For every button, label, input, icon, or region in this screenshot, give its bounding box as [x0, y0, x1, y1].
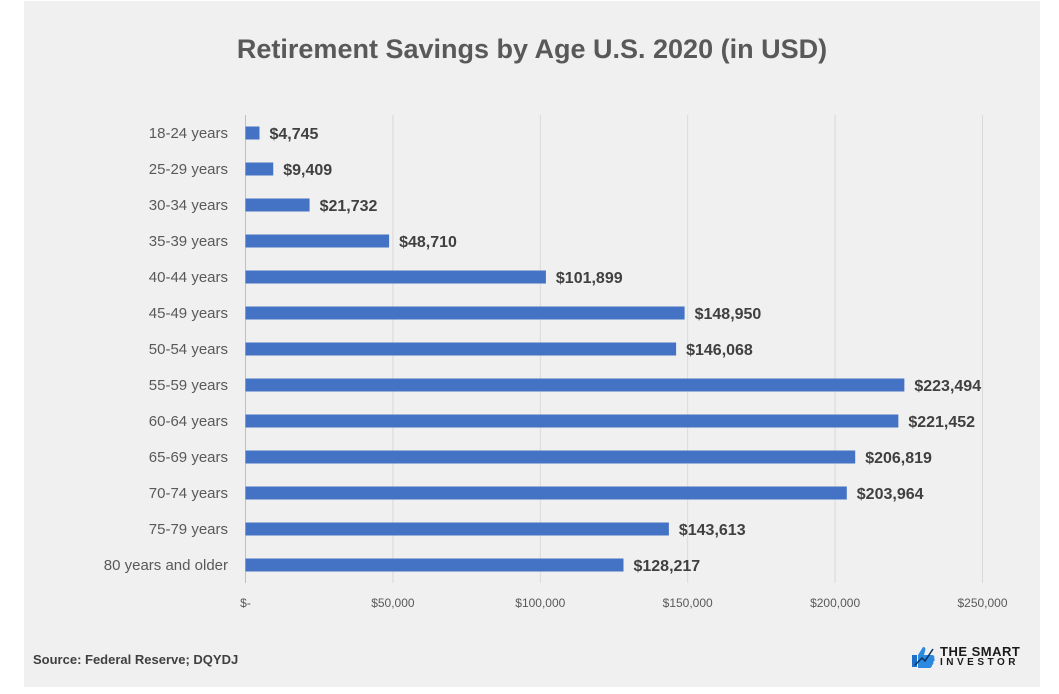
data-label: $203,964 — [857, 486, 924, 503]
y-category-label: 18-24 years — [149, 125, 228, 142]
data-label: $4,745 — [269, 126, 318, 143]
bar — [245, 558, 624, 572]
data-label: $48,710 — [399, 234, 457, 251]
data-label: $21,732 — [320, 198, 378, 215]
data-label: $206,819 — [865, 450, 932, 467]
data-label: $223,494 — [914, 378, 981, 395]
bar — [245, 414, 899, 428]
y-category-label: 65-69 years — [149, 449, 228, 466]
bar — [245, 450, 856, 464]
bar — [245, 378, 905, 392]
y-category-label: 80 years and older — [104, 557, 228, 574]
y-category-label: 50-54 years — [149, 341, 228, 358]
y-category-label: 70-74 years — [149, 485, 228, 502]
source-note: Source: Federal Reserve; DQYDJ — [33, 652, 239, 667]
x-tick-label: $200,000 — [810, 596, 860, 610]
bar — [245, 270, 546, 284]
x-tick-label: $50,000 — [371, 596, 415, 610]
bar — [245, 342, 677, 356]
thumbs-up-icon — [912, 647, 935, 668]
bar — [245, 162, 274, 176]
y-category-label: 35-39 years — [149, 233, 228, 250]
x-tick-label: $250,000 — [957, 596, 1007, 610]
y-category-label: 30-34 years — [149, 197, 228, 214]
bar — [245, 234, 390, 248]
bar — [245, 486, 847, 500]
y-category-label: 40-44 years — [149, 269, 228, 286]
data-label: $221,452 — [908, 414, 975, 431]
x-tick-label: $100,000 — [515, 596, 565, 610]
bar — [245, 126, 260, 140]
data-label: $9,409 — [283, 162, 332, 179]
x-tick-label: $150,000 — [663, 596, 713, 610]
logo-line1: THE SMART — [940, 644, 1021, 659]
y-category-label: 60-64 years — [149, 413, 228, 430]
data-label: $143,613 — [679, 522, 746, 539]
y-category-label: 75-79 years — [149, 521, 228, 538]
bar — [245, 198, 310, 212]
logo-line2: INVESTOR — [940, 657, 1019, 668]
y-category-label: 25-29 years — [149, 161, 228, 178]
bar — [245, 522, 669, 536]
y-category-label: 55-59 years — [149, 377, 228, 394]
bar — [245, 306, 685, 320]
x-tick-label: $- — [240, 596, 251, 610]
data-label: $101,899 — [556, 270, 623, 287]
data-label: $148,950 — [695, 306, 762, 323]
data-label: $128,217 — [633, 558, 700, 575]
y-category-label: 45-49 years — [149, 305, 228, 322]
chart-title: Retirement Savings by Age U.S. 2020 (in … — [236, 34, 828, 64]
data-label: $146,068 — [686, 342, 753, 359]
the-smart-investor-logo: THE SMART INVESTOR — [910, 645, 1020, 669]
